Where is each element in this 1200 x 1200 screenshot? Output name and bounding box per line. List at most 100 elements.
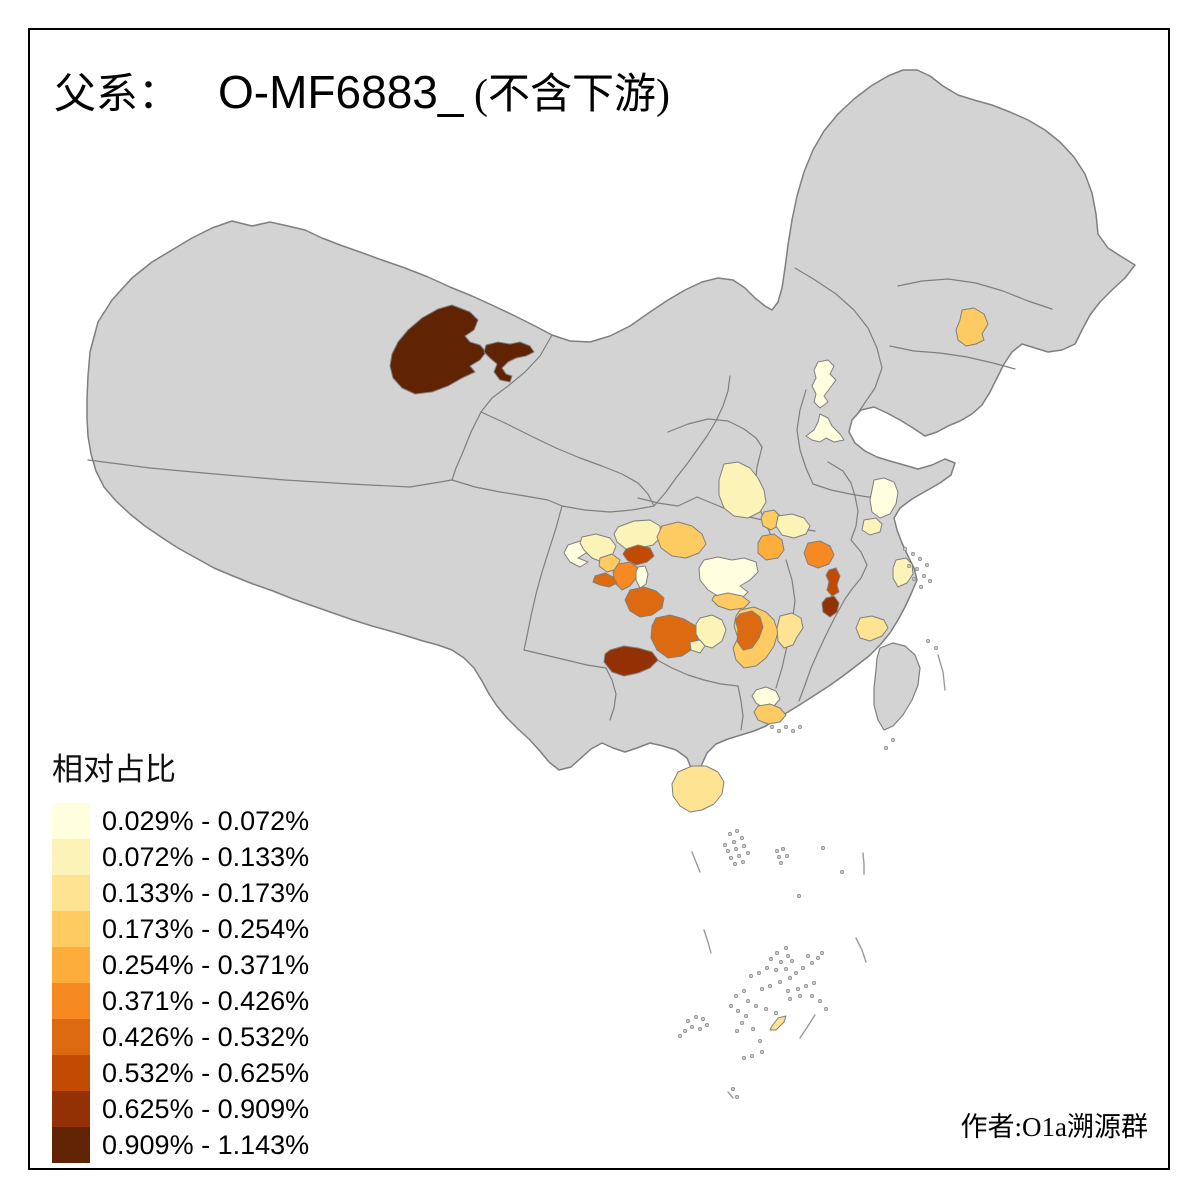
island-taiwan xyxy=(873,642,921,731)
islet-dot xyxy=(756,970,761,975)
islet-dot xyxy=(776,854,781,859)
islet-dot xyxy=(700,1016,705,1021)
china-landmass xyxy=(86,69,1136,777)
province-border-13 xyxy=(889,345,1016,370)
islet-dot xyxy=(725,848,730,853)
islet-dot xyxy=(722,842,727,847)
islet-dot xyxy=(785,988,790,993)
islet-dot xyxy=(704,1022,709,1027)
islet-dot xyxy=(733,846,738,851)
region-hubei-north xyxy=(775,513,811,539)
region-sichuan-ne-tan xyxy=(656,521,707,559)
islet-dot xyxy=(795,986,800,991)
islet-dot xyxy=(682,1029,687,1034)
legend-label: 0.532% - 0.625% xyxy=(102,1057,310,1088)
islet-dot xyxy=(783,945,788,950)
legend-label: 0.173% - 0.254% xyxy=(102,913,310,944)
province-border-4 xyxy=(523,505,563,651)
region-beijing-area-south xyxy=(805,413,845,443)
region-guangdong-pearl-tan xyxy=(753,703,787,725)
islet-dot xyxy=(773,967,778,972)
islet-dot xyxy=(736,853,741,858)
legend-item-4: 0.173% - 0.254% xyxy=(52,911,309,947)
legend-label: 0.133% - 0.173% xyxy=(102,877,310,908)
legend-label: 0.426% - 0.532% xyxy=(102,1021,310,1052)
region-sichuan-sliver xyxy=(635,565,649,589)
islet-dot xyxy=(787,975,792,980)
islet-dot xyxy=(693,1014,698,1019)
islet-dot xyxy=(733,993,738,998)
province-border-17 xyxy=(844,539,868,600)
islet-dot xyxy=(784,853,789,858)
legend-swatch xyxy=(52,839,90,875)
islet-dot xyxy=(918,584,923,589)
region-sichuan-nc-pale xyxy=(613,519,662,550)
sea-boundary-2 xyxy=(703,929,712,954)
islet-dot xyxy=(745,850,750,855)
region-jiangxi-north xyxy=(821,595,840,618)
islet-dot xyxy=(803,983,808,988)
province-border-7 xyxy=(653,375,731,507)
province-border-10 xyxy=(796,389,814,485)
islet-dot xyxy=(769,724,774,729)
province-border-5 xyxy=(480,411,655,507)
region-beijing-area-north xyxy=(811,359,837,409)
sea-boundary-3 xyxy=(855,937,867,963)
islet-dot xyxy=(745,998,750,1003)
islet-dot xyxy=(924,562,929,567)
islet-dot xyxy=(823,1006,828,1011)
legend-swatch xyxy=(52,911,90,947)
islet-dot xyxy=(739,835,744,840)
islet-dot xyxy=(731,839,736,844)
islet-dot xyxy=(753,1003,758,1008)
region-jiangsu-south xyxy=(861,517,883,536)
title-haplogroup: O-MF6883_ xyxy=(218,66,464,118)
sea-boundary-1 xyxy=(691,851,701,873)
islet-dot xyxy=(741,988,746,993)
islet-dot xyxy=(800,965,805,970)
province-border-1 xyxy=(87,459,453,488)
islet-dot xyxy=(914,566,919,571)
islet-dot xyxy=(778,860,783,865)
sea-boundary-7 xyxy=(937,654,946,691)
islet-dot xyxy=(735,1008,740,1013)
islet-dot xyxy=(757,1039,762,1044)
legend-item-10: 0.909% - 1.143% xyxy=(52,1127,309,1163)
legend-label: 0.625% - 0.909% xyxy=(102,1093,310,1124)
legend-label: 0.072% - 0.133% xyxy=(102,841,310,872)
legend-swatch xyxy=(52,947,90,983)
legend-label: 0.029% - 0.072% xyxy=(102,805,310,836)
region-chongqing-south xyxy=(624,586,665,618)
islet-dot xyxy=(820,845,825,850)
islet-dot xyxy=(728,855,733,860)
islet-dot xyxy=(797,724,802,729)
province-border-11 xyxy=(794,267,883,417)
islet-dot xyxy=(730,1087,735,1092)
islet-dot xyxy=(734,828,739,833)
islet-dot xyxy=(774,848,779,853)
islet-dot xyxy=(796,893,801,898)
islet-dot xyxy=(815,955,820,960)
islet-dot xyxy=(921,573,926,578)
islet-dot xyxy=(685,1018,690,1023)
region-henan-central xyxy=(718,461,767,519)
region-sichuan-chengdu xyxy=(622,544,655,566)
islet-dot xyxy=(743,1013,748,1018)
legend-label: 0.909% - 1.143% xyxy=(102,1129,310,1160)
islet-dot xyxy=(819,950,824,955)
islet-dot xyxy=(767,983,772,988)
islet-dot xyxy=(777,979,782,984)
region-scs-islet xyxy=(769,1015,787,1031)
islet-dot xyxy=(780,846,785,851)
islet-dot xyxy=(677,1034,682,1039)
islet-dot xyxy=(763,1006,768,1011)
islet-dot xyxy=(740,859,745,864)
region-hubei-east xyxy=(757,533,785,561)
region-anhui-south xyxy=(825,567,841,597)
region-hubei-hunan-cream xyxy=(698,556,759,601)
legend-swatch xyxy=(52,875,90,911)
islet-dot xyxy=(809,960,814,965)
islet-dot xyxy=(759,986,764,991)
attribution: 作者:O1a溯源群 xyxy=(960,1112,1148,1142)
region-henan-southeast xyxy=(760,509,781,531)
